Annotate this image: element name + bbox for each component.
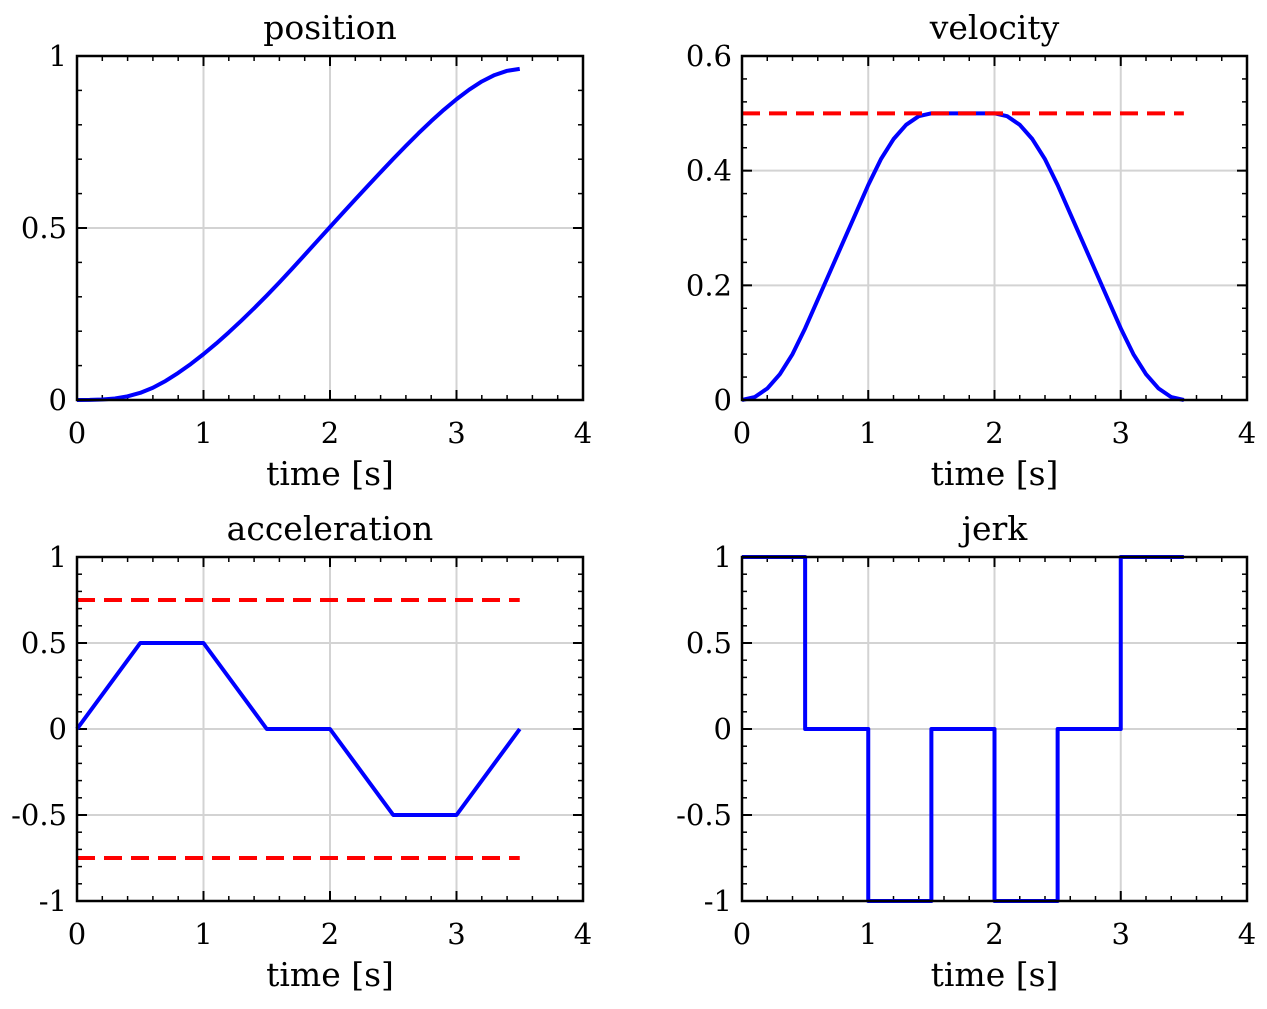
y-tick-label: 0.2 — [686, 268, 732, 302]
chart-title: position — [263, 8, 396, 47]
axes-frame — [75, 555, 585, 903]
x-tick-label: 1 — [859, 917, 877, 951]
x-tick-label: 3 — [1112, 416, 1130, 450]
y-tick-label: 0.5 — [21, 626, 67, 660]
x-tick-label: 0 — [733, 917, 751, 951]
panel-jerk: 0 1 2 3 4 -1 -0.5 0 0.5 1 jerk time [s] — [676, 509, 1256, 994]
x-tick-label: 2 — [321, 416, 339, 450]
y-tick-label: -0.5 — [676, 798, 732, 832]
y-tick-label: 0 — [714, 712, 732, 746]
panel-position: 0 1 2 3 4 0 0.5 1 position time [s] — [21, 8, 592, 493]
chart-title: velocity — [929, 8, 1060, 47]
chart-title: acceleration — [227, 509, 434, 548]
panel-velocity: 0 1 2 3 4 0 0.2 0.4 0.6 velocity time [s] — [686, 8, 1256, 493]
x-tick-label: 1 — [194, 917, 212, 951]
x-axis-label: time [s] — [931, 955, 1059, 994]
chart-title: jerk — [958, 509, 1029, 548]
series-jerk — [742, 555, 1184, 903]
x-tick-label: 3 — [447, 917, 465, 951]
x-tick-label: 4 — [1238, 416, 1256, 450]
x-tick-label: 4 — [574, 917, 592, 951]
panel-acceleration: 0 1 2 3 4 -1 -0.5 0 0.5 1 acceleration time [s] — [11, 509, 592, 994]
x-tick-label: 4 — [574, 416, 592, 450]
axes-frame — [740, 555, 1249, 903]
x-tick-label: 2 — [985, 917, 1003, 951]
y-tick-label: 0 — [49, 383, 67, 417]
series-position — [76, 66, 521, 402]
y-tick-label: 0.5 — [686, 626, 732, 660]
x-tick-label: 0 — [68, 917, 86, 951]
x-tick-label: 4 — [1238, 917, 1256, 951]
x-axis-label: time [s] — [931, 454, 1059, 493]
x-tick-label: 0 — [733, 416, 751, 450]
x-tick-label: 1 — [859, 416, 877, 450]
series-acceleration — [75, 641, 522, 817]
axes-frame — [740, 54, 1249, 402]
y-tick-label: 1 — [49, 39, 67, 73]
x-tick-label: 0 — [68, 416, 86, 450]
y-tick-label: 0.5 — [21, 211, 67, 245]
x-axis-label: time [s] — [266, 454, 394, 493]
x-tick-label: 3 — [447, 416, 465, 450]
y-tick-label: 0.6 — [686, 39, 732, 73]
x-axis-label: time [s] — [266, 955, 394, 994]
y-tick-label: -1 — [39, 884, 67, 918]
y-tick-label: 0.4 — [686, 154, 732, 188]
y-tick-label: 1 — [714, 540, 732, 574]
x-tick-label: 3 — [1112, 917, 1130, 951]
y-tick-label: -0.5 — [11, 798, 67, 832]
y-tick-label: 1 — [49, 540, 67, 574]
x-tick-label: 2 — [985, 416, 1003, 450]
y-tick-label: 0 — [714, 383, 732, 417]
y-tick-label: 0 — [49, 712, 67, 746]
axes-frame — [75, 54, 585, 402]
y-tick-label: -1 — [704, 884, 732, 918]
series-velocity — [741, 111, 1185, 402]
x-tick-label: 1 — [194, 416, 212, 450]
x-tick-label: 2 — [321, 917, 339, 951]
